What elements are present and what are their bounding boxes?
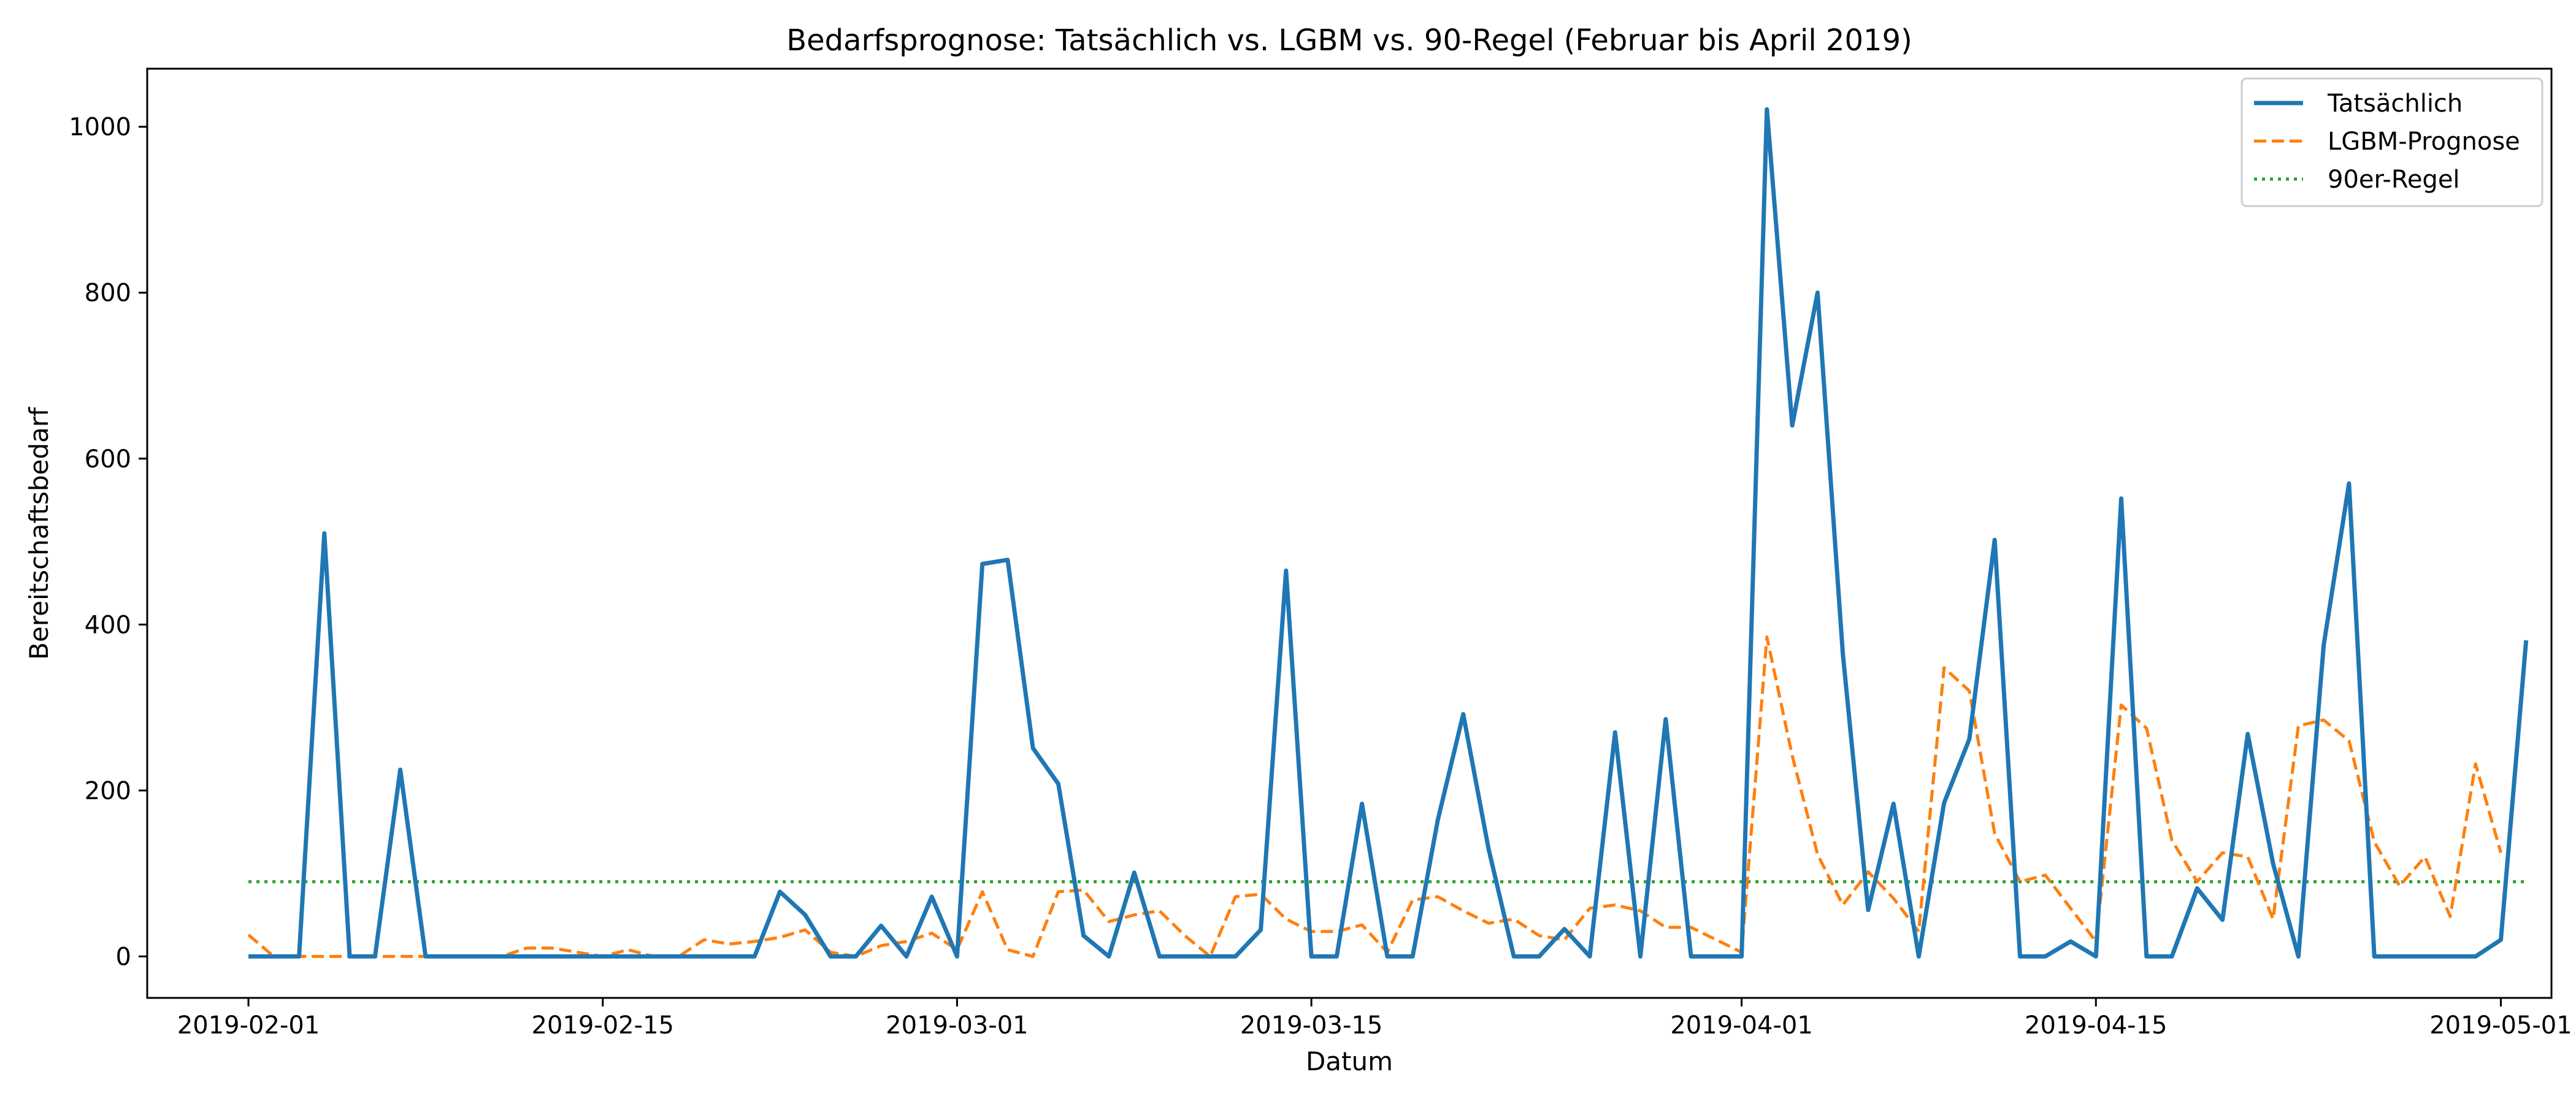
y-tick-label: 1000: [69, 113, 131, 142]
series-line-lgbm: [247, 635, 2502, 958]
x-axis-label: Datum: [1306, 1046, 1393, 1076]
y-tick-label: 0: [116, 943, 131, 971]
x-axis: 2019-02-01 2019-02-15 2019-03-01 2019-03-15…: [177, 998, 2572, 1040]
y-tick-label: 400: [85, 611, 131, 639]
y-tick-label: 200: [85, 777, 131, 805]
legend: Tatsächlich LGBM-Prognose 90er-Regel: [2241, 77, 2543, 207]
y-axis-label: Bereitschaftsbedarf: [24, 407, 54, 660]
x-tick-label: 2019-04-01: [1670, 1011, 1812, 1040]
x-tick-label: 2019-03-01: [886, 1011, 1028, 1040]
y-tick-label: 600: [85, 445, 131, 473]
chart-title: Bedarfsprognose: Tatsächlich vs. LGBM vs…: [786, 23, 1912, 58]
y-tick-label: 800: [85, 279, 131, 307]
series-line-actual: [248, 107, 2529, 959]
x-tick-label: 2019-05-01: [2429, 1011, 2572, 1040]
legend-box: [2241, 77, 2543, 207]
legend-label-rule: 90er-Regel: [2328, 166, 2460, 194]
legend-label-actual: Tatsächlich: [2327, 90, 2463, 118]
plot-series: [247, 107, 2529, 959]
y-axis: 0 200 400 600 800 1000: [69, 113, 147, 971]
x-tick-label: 2019-02-15: [532, 1011, 674, 1040]
x-tick-label: 2019-02-01: [177, 1011, 320, 1040]
x-tick-label: 2019-03-15: [1240, 1011, 1382, 1040]
legend-label-lgbm: LGBM-Prognose: [2328, 128, 2520, 156]
plot-frame: [146, 67, 2553, 999]
x-tick-label: 2019-04-15: [2025, 1011, 2167, 1040]
